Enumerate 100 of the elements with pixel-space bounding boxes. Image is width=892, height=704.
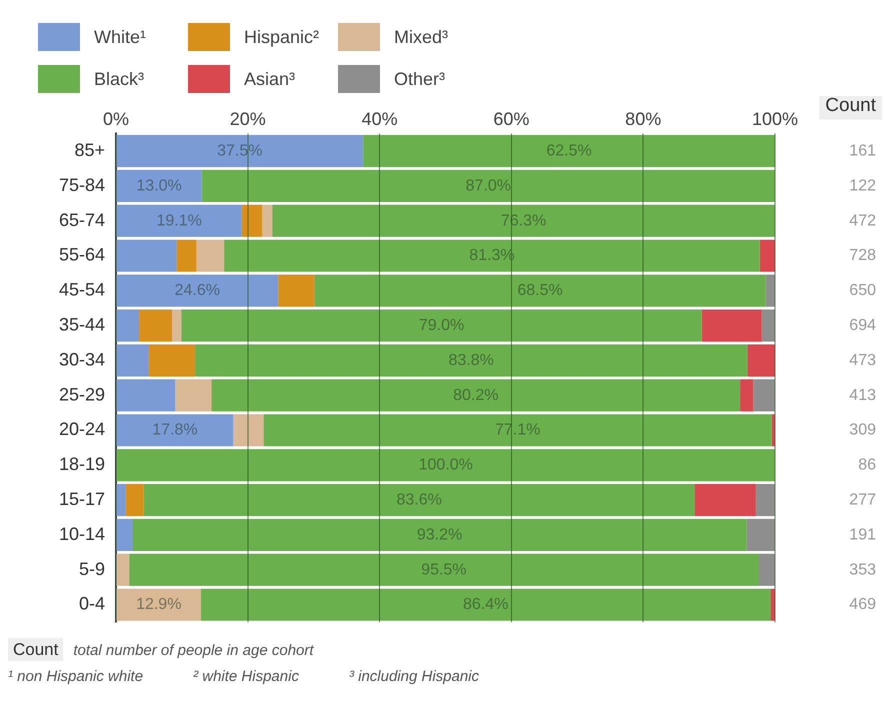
- bar: [116, 518, 132, 552]
- legend-label: Asian³: [244, 68, 296, 90]
- bar: [126, 484, 144, 516]
- data-label: 83.6%: [396, 491, 442, 508]
- bar: [772, 414, 775, 446]
- bar: [172, 309, 182, 342]
- bar: [116, 344, 149, 377]
- y-tick-label: 65-74: [58, 210, 105, 230]
- data-label: 83.8%: [448, 352, 494, 369]
- bar: [747, 344, 775, 377]
- text: Count: [8, 638, 64, 661]
- bar: [272, 204, 775, 237]
- bar: [176, 240, 196, 272]
- data-label: 12.9%: [136, 596, 182, 614]
- y-tick-label: 75-84: [58, 174, 105, 195]
- text: 469: [849, 596, 876, 614]
- data-label: 100.0%: [418, 456, 473, 474]
- y-tick-label: 25-29: [58, 384, 105, 404]
- data-label: 68.5%: [517, 282, 563, 300]
- text: ¹ non Hispanic white: [8, 668, 144, 685]
- y-tick-label: 5-9: [78, 558, 105, 579]
- bar: [116, 588, 202, 621]
- y-tick-label: 20-24: [58, 419, 105, 440]
- legend-label: Mixed³: [394, 26, 448, 48]
- data-label: 13.0%: [136, 177, 182, 194]
- x-tick-label: 0%: [102, 108, 130, 129]
- bar: [262, 204, 272, 237]
- bar: [314, 274, 766, 307]
- text: 694: [849, 316, 876, 334]
- y-tick-label: 10-14: [58, 524, 105, 544]
- bar: [116, 274, 278, 307]
- legend-label: Black³: [94, 68, 144, 90]
- data-label: 17.8%: [152, 422, 198, 439]
- x-tick-label: 60%: [493, 108, 530, 129]
- bar: [212, 379, 740, 412]
- bar: [762, 309, 775, 342]
- x-tick-label: 20%: [230, 108, 266, 129]
- bar: [224, 240, 760, 272]
- text: 122: [849, 177, 876, 194]
- x-tick-label: 100%: [752, 108, 798, 129]
- bar: [116, 309, 140, 342]
- data-label: 80.2%: [453, 386, 498, 404]
- text: 353: [849, 561, 876, 578]
- bar: [116, 204, 242, 237]
- bar: [233, 414, 264, 446]
- y-tick-label: 55-64: [58, 244, 105, 265]
- bar: [116, 170, 202, 202]
- bar: [181, 309, 702, 342]
- text: 277: [849, 491, 876, 508]
- text: 650: [849, 282, 876, 300]
- text: ³ including Hispanic: [348, 668, 480, 685]
- y-tick-label: 15-17: [58, 489, 105, 510]
- bar: [139, 309, 172, 342]
- legend-label: Other³: [394, 68, 446, 90]
- text: ² white Hispanic: [193, 668, 299, 685]
- text: 191: [849, 526, 876, 544]
- text: 473: [849, 352, 876, 369]
- y-tick-label: 35-44: [58, 314, 105, 335]
- x-tick-label: 40%: [362, 108, 398, 129]
- y-tick-label: 0-4: [78, 594, 105, 614]
- bar: [116, 134, 364, 168]
- bar: [132, 518, 747, 552]
- bar: [753, 379, 775, 412]
- bar: [202, 170, 775, 202]
- x-tick-label: 80%: [625, 108, 662, 129]
- bar: [363, 134, 775, 168]
- bar: [278, 274, 314, 307]
- bar: [758, 554, 775, 586]
- text: total number of people in age cohort: [73, 642, 314, 659]
- data-label: 19.1%: [156, 212, 202, 230]
- bar: [746, 518, 775, 552]
- y-tick-label: 30-34: [58, 349, 105, 370]
- y-tick-label: 85+: [74, 140, 105, 160]
- bar: [116, 379, 176, 412]
- bar: [144, 484, 695, 516]
- bar: [242, 204, 262, 237]
- text: 86: [858, 456, 876, 474]
- bar: [702, 309, 762, 342]
- bar: [116, 449, 775, 482]
- text: Count: [825, 94, 877, 116]
- bar: [694, 484, 756, 516]
- y-tick-label: 18-19: [58, 454, 105, 474]
- legend-label: Hispanic²: [244, 26, 320, 48]
- bar: [201, 588, 770, 621]
- bar: [196, 240, 224, 272]
- bar: [740, 379, 754, 412]
- bar: [195, 344, 748, 377]
- text: 472: [849, 212, 876, 230]
- data-label: 62.5%: [546, 142, 592, 160]
- bar: [116, 484, 126, 516]
- bar: [116, 554, 130, 586]
- data-label: 24.6%: [174, 282, 220, 300]
- text: 161: [849, 142, 876, 160]
- data-label: 79.0%: [418, 316, 464, 334]
- text: 309: [849, 422, 876, 439]
- data-label: 95.5%: [421, 561, 467, 578]
- legend-label: White¹: [94, 26, 146, 48]
- bar: [264, 414, 772, 446]
- y-tick-label: 45-54: [58, 280, 105, 300]
- bar: [116, 414, 234, 446]
